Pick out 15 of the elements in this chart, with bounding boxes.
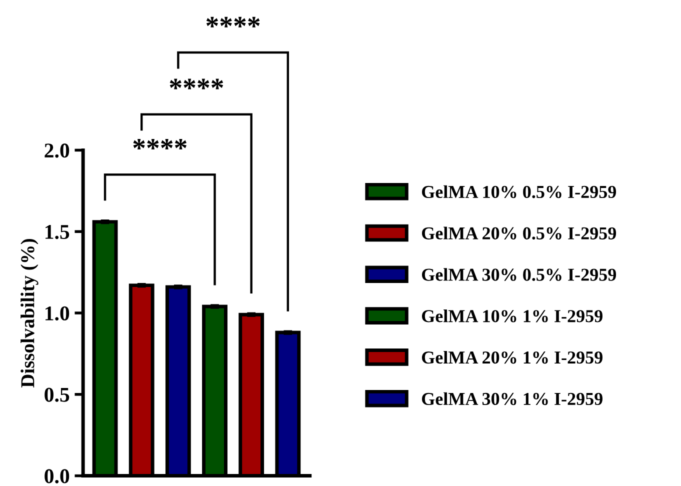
text: ****	[170, 78, 224, 90]
y-tick-label: 0.5	[44, 388, 70, 402]
y-tick-label: 0.0	[44, 469, 70, 484]
legend-label: GelMA 10% 1% I-2959	[422, 310, 602, 322]
y-tick-label: 2.0	[44, 144, 70, 158]
legend-label: GelMA 20% 0.5% I-2959	[422, 226, 616, 240]
legend-label: GelMA 10% 0.5% I-2959	[422, 185, 616, 198]
legend-label: GelMA 30% 1% I-2959	[422, 392, 602, 406]
y-axis-title: Dissolvability (%)	[20, 239, 38, 388]
legend-label: GelMA 20% 1% I-2959	[422, 350, 602, 364]
legend-label: GelMA 30% 0.5% I-2959	[422, 268, 616, 281]
text: ****	[133, 138, 187, 150]
text: ****	[206, 16, 260, 28]
y-tick-label: 1.0	[46, 306, 70, 321]
y-tick-label: 1.5	[46, 225, 70, 240]
